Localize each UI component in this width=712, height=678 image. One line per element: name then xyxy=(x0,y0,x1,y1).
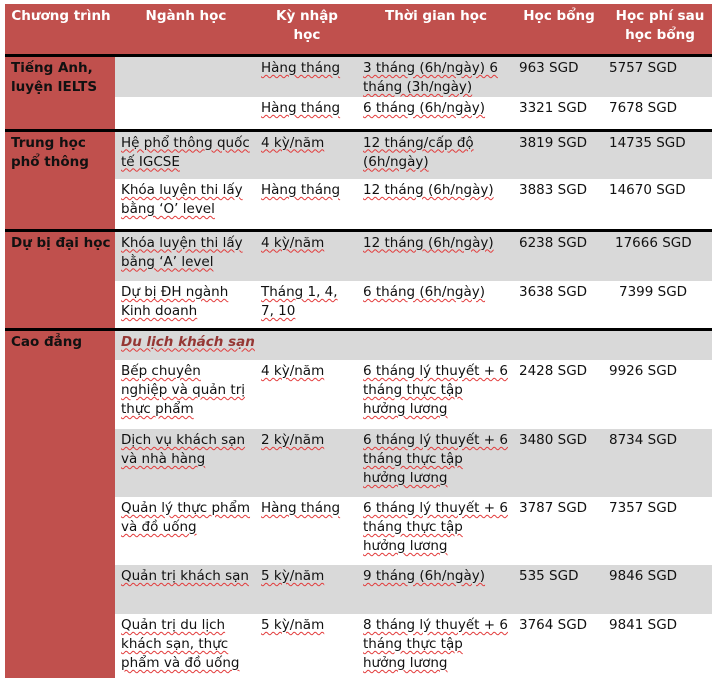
duration-cell: 8 tháng lý thuyết + 6 tháng thực tập hưở… xyxy=(357,614,513,678)
duration-cell: 6 tháng lý thuyết + 6 tháng thực tập hưở… xyxy=(357,360,513,429)
subheading: Du lịch khách sạn xyxy=(121,333,255,350)
header-fee: Học phí sau học bổng xyxy=(603,4,712,57)
header-major: Ngành học xyxy=(115,4,255,57)
major-cell: Dịch vụ khách sạn và nhà hàng xyxy=(115,429,255,497)
fee-cell: 9846 SGD xyxy=(603,565,712,614)
duration-cell: 6 tháng lý thuyết + 6 tháng thực tập hưở… xyxy=(357,429,513,497)
scholarship-cell: 2428 SGD xyxy=(513,360,603,429)
duration-cell: 6 tháng (6h/ngày) xyxy=(357,97,513,130)
major-cell: Khóa luyện thi lấy bằng ‘O’ level xyxy=(115,179,255,230)
intake-cell: Tháng 1, 4, 7, 10 xyxy=(255,281,357,329)
table-row: Tiếng Anh, luyện IELTS Hàng tháng 3 thán… xyxy=(5,55,712,130)
duration-cell: 12 tháng (6h/ngày) xyxy=(357,228,513,281)
table-row: Trung học phổ thông Hệ phổ thông quốc tế… xyxy=(5,128,712,230)
duration-cell: 6 tháng lý thuyết + 6 tháng thực tập hưở… xyxy=(357,497,513,565)
intake-cell: 4 kỳ/năm xyxy=(255,128,357,179)
intake-cell: Hàng tháng xyxy=(255,179,357,230)
intake-cell: Hàng tháng xyxy=(255,55,357,97)
table-row: Bếp chuyên nghiệp và quản trị thực phẩm … xyxy=(5,360,712,429)
major-cell xyxy=(115,55,255,97)
major-cell: Quản trị du lịch khách sạn, thực phẩm và… xyxy=(115,614,255,678)
intake-cell: 5 kỳ/năm xyxy=(255,565,357,614)
major-cell: Khóa luyện thi lấy bằng ‘A’ level xyxy=(115,228,255,281)
program-cell: Trung học phổ thông xyxy=(5,128,115,230)
program-cell: Tiếng Anh, luyện IELTS xyxy=(5,55,115,130)
program-cell: Dự bị đại học xyxy=(5,228,115,329)
program-cell: Cao đẳng xyxy=(5,327,115,678)
major-cell: Bếp chuyên nghiệp và quản trị thực phẩm xyxy=(115,360,255,429)
intake-cell: 4 kỳ/năm xyxy=(255,228,357,281)
table-row: Quản trị khách sạn 5 kỳ/năm 9 tháng (6h/… xyxy=(5,565,712,614)
table-row: Quản lý thực phẩm và đồ uống Hàng tháng … xyxy=(5,497,712,565)
fee-cell: 8734 SGD xyxy=(603,429,712,497)
header-row: Chương trình Ngành học Kỳ nhập học Thời … xyxy=(5,4,712,57)
scholarship-cell: 3638 SGD xyxy=(513,281,603,329)
scholarship-cell: 963 SGD xyxy=(513,55,603,97)
fee-cell: 7399 SGD xyxy=(603,281,712,329)
subheading-cell: Du lịch khách sạn xyxy=(115,327,712,360)
intake-cell: Hàng tháng xyxy=(255,497,357,565)
fee-cell: 14735 SGD xyxy=(603,128,712,179)
major-cell: Quản lý thực phẩm và đồ uống xyxy=(115,497,255,565)
scholarship-cell: 6238 SGD xyxy=(513,228,603,281)
intake-cell: 5 kỳ/năm xyxy=(255,614,357,678)
table-row: Dự bị đại học Khóa luyện thi lấy bằng ‘A… xyxy=(5,228,712,329)
table-row: Khóa luyện thi lấy bằng ‘O’ level Hàng t… xyxy=(5,179,712,230)
table-row: Hàng tháng 6 tháng (6h/ngày) 3321 SGD 76… xyxy=(5,97,712,130)
fee-cell: 5757 SGD xyxy=(603,55,712,97)
fee-cell: 17666 SGD xyxy=(603,228,712,281)
duration-cell: 12 tháng/cấp độ (6h/ngày) xyxy=(357,128,513,179)
scholarship-cell: 3764 SGD xyxy=(513,614,603,678)
fee-cell: 9841 SGD xyxy=(603,614,712,678)
scholarship-cell: 3787 SGD xyxy=(513,497,603,565)
tuition-table: Chương trình Ngành học Kỳ nhập học Thời … xyxy=(5,4,712,678)
intake-cell: Hàng tháng xyxy=(255,97,357,130)
fee-cell: 7678 SGD xyxy=(603,97,712,130)
intake-cell: 2 kỳ/năm xyxy=(255,429,357,497)
scholarship-cell: 3321 SGD xyxy=(513,97,603,130)
header-duration: Thời gian học xyxy=(357,4,513,57)
intake-cell: 4 kỳ/năm xyxy=(255,360,357,429)
fee-cell: 9926 SGD xyxy=(603,360,712,429)
duration-cell: 6 tháng (6h/ngày) xyxy=(357,281,513,329)
major-cell: Hệ phổ thông quốc tế IGCSE xyxy=(115,128,255,179)
major-cell: Quản trị khách sạn xyxy=(115,565,255,614)
major-cell xyxy=(115,97,255,130)
duration-cell: 3 tháng (6h/ngày) 6 tháng (3h/ngày) xyxy=(357,55,513,97)
fee-cell: 14670 SGD xyxy=(603,179,712,230)
header-scholarship: Học bổng xyxy=(513,4,603,57)
scholarship-cell: 3480 SGD xyxy=(513,429,603,497)
major-cell: Dự bị ĐH ngành Kinh doanh xyxy=(115,281,255,329)
header-program: Chương trình xyxy=(5,4,115,57)
scholarship-cell: 3819 SGD xyxy=(513,128,603,179)
table-row: Cao đẳng Du lịch khách sạn xyxy=(5,327,712,678)
scholarship-cell: 3883 SGD xyxy=(513,179,603,230)
table-row: Dự bị ĐH ngành Kinh doanh Tháng 1, 4, 7,… xyxy=(5,281,712,329)
table-row: Dịch vụ khách sạn và nhà hàng 2 kỳ/năm 6… xyxy=(5,429,712,497)
duration-cell: 9 tháng (6h/ngày) xyxy=(357,565,513,614)
table-row: Quản trị du lịch khách sạn, thực phẩm và… xyxy=(5,614,712,678)
fee-cell: 7357 SGD xyxy=(603,497,712,565)
scholarship-cell: 535 SGD xyxy=(513,565,603,614)
duration-cell: 12 tháng (6h/ngày) xyxy=(357,179,513,230)
header-intake: Kỳ nhập học xyxy=(255,4,357,57)
